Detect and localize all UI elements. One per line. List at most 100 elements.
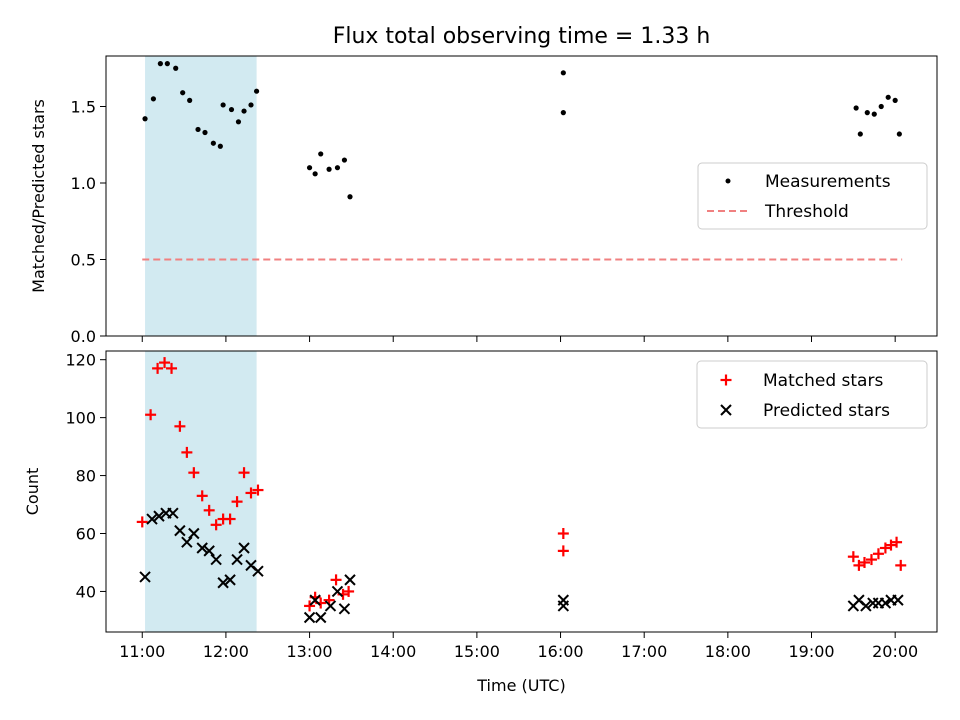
measurement-point — [157, 61, 163, 67]
predicted-star-point — [557, 600, 570, 612]
matched-star-point — [330, 574, 342, 586]
legend-marker-matched — [720, 374, 732, 386]
predicted-star-point — [181, 536, 193, 548]
observing-span-top — [145, 56, 257, 336]
matched-star-point — [188, 467, 200, 479]
predicted-star-point — [167, 507, 179, 519]
count-series-group — [136, 357, 907, 624]
ratio-panel: 0.0 0.5 1.0 1.5 Flux total observing time =… — [29, 24, 938, 346]
measurement-point — [864, 110, 870, 116]
legend-x-glyph — [720, 404, 732, 416]
measurement-point — [248, 102, 254, 108]
x-tick-label: 20:00 — [872, 642, 918, 661]
legend-label-measurements: Measurements — [765, 172, 891, 192]
measurement-point — [853, 105, 859, 111]
measurement-point — [173, 65, 179, 71]
y-tick-label: 80 — [76, 467, 96, 486]
y-tick-label: 120 — [65, 351, 96, 370]
ratio-axes-frame — [105, 55, 938, 337]
legend-label-predicted: Predicted stars — [763, 401, 890, 421]
matched-star-point — [136, 516, 148, 528]
matched-star-point — [252, 484, 264, 496]
measurement-point — [878, 103, 884, 110]
predicted-star-point — [238, 542, 250, 554]
x-axis-label: Time (UTC) — [476, 676, 565, 695]
predicted-star-point — [338, 603, 351, 615]
matched-star-point — [145, 409, 157, 421]
measurement-point — [885, 94, 891, 100]
x-tick-label: 15:00 — [454, 642, 500, 661]
matched-star-point — [557, 545, 569, 557]
measurement-point — [341, 157, 348, 163]
matched-star-point — [203, 504, 215, 516]
predicted-star-point — [309, 594, 321, 606]
measurement-point — [896, 131, 902, 137]
ratio-y-ticks: 0.0 0.5 1.0 1.5 — [71, 97, 106, 346]
measurement-point — [235, 119, 242, 125]
legend-marker-predicted — [720, 404, 732, 416]
measurement-point — [560, 70, 566, 76]
predicted-star-point — [315, 611, 327, 624]
matched-star-point — [343, 585, 355, 597]
chart-title: Flux total observing time = 1.33 h — [333, 24, 711, 49]
measurement-point — [318, 151, 324, 157]
count-legend-box — [696, 360, 928, 429]
x-tick-label: 17:00 — [621, 642, 667, 661]
measurement-point — [857, 131, 863, 137]
predicted-star-point — [252, 565, 264, 577]
measurement-point — [253, 88, 260, 94]
measurement-point — [142, 116, 148, 122]
predicted-star-point — [146, 513, 158, 525]
ratio-x-ticks — [141, 336, 896, 342]
matched-star-point — [879, 542, 891, 554]
measurement-point — [871, 111, 877, 117]
measurement-point — [180, 90, 186, 96]
measurement-point — [164, 61, 170, 67]
measurement-point — [217, 143, 223, 149]
matched-star-point — [865, 554, 877, 566]
measurement-point — [347, 194, 353, 200]
measurement-point — [202, 129, 208, 136]
x-tick-label: 16:00 — [537, 642, 583, 661]
matched-star-point — [847, 551, 859, 563]
matched-star-point — [858, 556, 870, 568]
matched-star-point — [196, 490, 208, 502]
matched-star-point — [210, 519, 222, 531]
y-tick-label: 40 — [76, 582, 96, 601]
measurement-point — [312, 171, 318, 177]
matched-star-point — [245, 487, 257, 499]
x-tick-label: 14:00 — [370, 642, 416, 661]
ratio-legend-box — [697, 162, 928, 230]
x-tick-label: 11:00 — [119, 642, 165, 661]
x-tick-label: 13:00 — [287, 642, 333, 661]
matched-star-point — [853, 559, 865, 571]
y-tick-label: 1.0 — [71, 174, 96, 193]
predicted-star-point — [224, 574, 236, 586]
predicted-star-point — [210, 553, 222, 566]
legend-marker-measurements — [725, 178, 731, 184]
y-tick-label: 100 — [65, 409, 96, 428]
measurement-point — [220, 102, 226, 108]
predicted-star-point — [303, 611, 316, 624]
matched-star-point — [159, 357, 171, 369]
matched-star-point — [174, 420, 186, 432]
predicted-star-point — [203, 545, 215, 557]
matched-star-point — [885, 539, 897, 551]
measurement-point — [326, 166, 332, 172]
x-tick-label: 18:00 — [705, 642, 751, 661]
measurement-point — [187, 97, 193, 103]
matched-star-point — [891, 536, 903, 548]
ratio-series-group — [142, 61, 903, 261]
predicted-star-point — [188, 527, 200, 540]
count-legend: Matched stars Predicted stars — [696, 360, 928, 429]
count-x-ticks: 11:00 12:00 13:00 14:00 15:00 16:00 17:00 18:00… — [119, 632, 918, 661]
measurement-point — [150, 96, 157, 102]
predicted-star-point — [139, 571, 151, 583]
measurement-point — [210, 140, 216, 146]
count-panel: 40 60 80 100 120 11:00 12:00 13:00 14:00 15:00 16… — [23, 350, 938, 695]
predicted-star-point — [860, 600, 872, 612]
y-tick-label: 1.5 — [71, 97, 96, 116]
predicted-star-point — [344, 574, 356, 586]
y-tick-label: 0.0 — [71, 327, 96, 346]
measurement-point — [228, 106, 235, 113]
